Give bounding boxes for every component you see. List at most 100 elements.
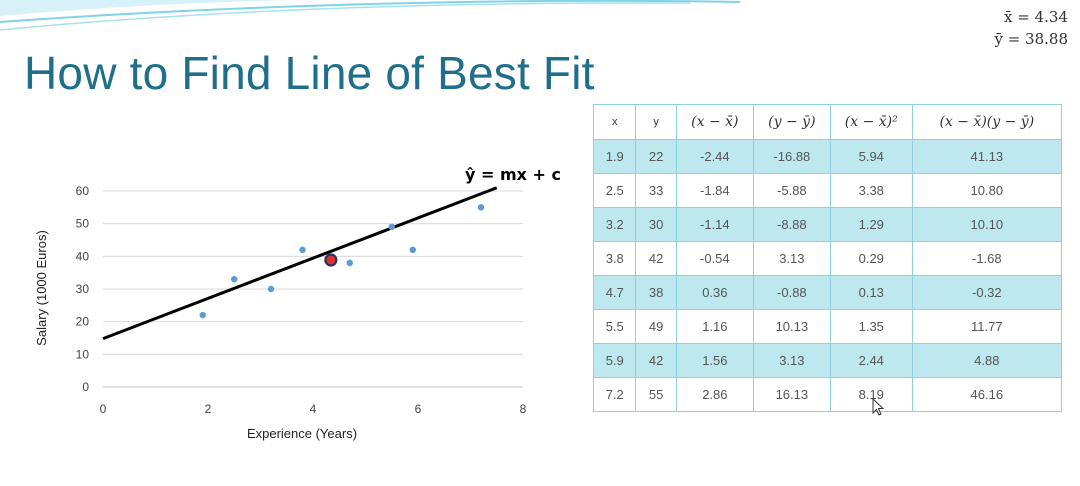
x-mean: x̄ = 4.34 (1004, 8, 1068, 26)
table-cell: 8.19 (829, 377, 913, 412)
mean-point (324, 253, 338, 267)
table-row: 1.9 22 -2.44 -16.88 5.94 41.13 (592, 139, 1063, 174)
y-tick-label: 30 (76, 282, 90, 296)
fit-line-label: ŷ = mx + c (465, 165, 561, 184)
x-tick-labels: 0 2 4 6 8 (100, 402, 527, 416)
table-cell: 7.2 (592, 377, 637, 412)
data-point (388, 223, 395, 231)
y-tick-label: 50 (76, 217, 90, 231)
table-cell: -5.88 (752, 173, 831, 208)
table-cell: 38 (635, 275, 677, 310)
table-cell: -1.68 (911, 241, 1063, 276)
y-tick-label: 10 (76, 347, 90, 361)
data-point (346, 259, 353, 267)
data-point (267, 285, 275, 293)
table-cell: 2.44 (829, 343, 913, 378)
data-point (231, 276, 238, 283)
table-cell: 4.7 (592, 275, 637, 310)
table-row: 3.8 42 -0.54 3.13 0.29 -1.68 (592, 241, 1063, 276)
table-header-row: x y (x − x̄) (y − ȳ) (x − x̄)² (x − x̄)(y − ȳ… (592, 104, 1063, 140)
table-cell: 10.13 (752, 309, 831, 344)
table-cell: 10.10 (911, 207, 1063, 242)
table-body: 1.9 22 -2.44 -16.88 5.94 41.13 2.5 33 -1.84 -5.88… (592, 139, 1063, 412)
table-cell: 1.29 (829, 207, 913, 242)
best-fit-line (102, 186, 498, 341)
table-cell: 3.38 (829, 173, 913, 208)
table-cell: 42 (635, 343, 677, 378)
column-header: y (635, 104, 677, 140)
table-cell: -0.32 (911, 275, 1063, 310)
table-cell: 41.13 (911, 139, 1063, 174)
y-tick-label: 0 (82, 380, 89, 394)
table-cell: 4.88 (911, 343, 1063, 378)
y-tick-label: 40 (76, 249, 90, 263)
table-cell: -1.14 (675, 207, 754, 242)
table-cell: -8.88 (752, 207, 831, 242)
table-cell: 1.9 (592, 139, 637, 174)
calculation-table: x y (x − x̄) (y − ȳ) (x − x̄)² (x − x̄)(y − ȳ… (592, 104, 1063, 412)
data-point (199, 311, 206, 319)
table-row: 2.5 33 -1.84 -5.88 3.38 10.80 (592, 173, 1063, 208)
table-cell: 33 (635, 173, 677, 208)
data-point (477, 204, 485, 211)
mouse-cursor-icon (872, 398, 885, 416)
table-cell: 30 (635, 207, 677, 242)
table-cell: 5.9 (592, 343, 637, 378)
table-cell: 3.13 (752, 343, 831, 378)
table-row: 3.2 30 -1.14 -8.88 1.29 10.10 (592, 207, 1063, 242)
table-cell: 5.94 (829, 139, 913, 174)
table-row: 5.5 49 1.16 10.13 1.35 11.77 (592, 309, 1063, 344)
table-cell: -0.54 (675, 241, 754, 276)
page-title: How to Find Line of Best Fit (24, 47, 595, 99)
table-cell: 55 (635, 377, 677, 412)
x-tick-label: 6 (415, 402, 422, 416)
y-tick-label: 20 (76, 315, 90, 329)
column-header: (y − ȳ) (752, 104, 831, 140)
table-cell: -1.84 (675, 173, 754, 208)
table-cell: 1.16 (675, 309, 754, 344)
table-cell: 10.80 (911, 173, 1063, 208)
y-tick-label: 60 (76, 184, 90, 198)
table-cell: -2.44 (675, 139, 754, 174)
x-tick-label: 8 (520, 402, 527, 416)
table-cell: 3.2 (592, 207, 637, 242)
table-row: 7.2 55 2.86 16.13 8.19 46.16 (592, 377, 1063, 412)
table-cell: -0.88 (752, 275, 831, 310)
column-header: (x − x̄) (675, 104, 754, 140)
table-cell: 1.56 (675, 343, 754, 378)
y-mean: ȳ = 38.88 (994, 30, 1068, 48)
table-cell: 3.8 (592, 241, 637, 276)
table-cell: 42 (635, 241, 677, 276)
table-cell: 11.77 (911, 309, 1063, 344)
table-cell: 2.5 (592, 173, 637, 208)
table-row: 5.9 42 1.56 3.13 2.44 4.88 (592, 343, 1063, 378)
table-cell: 16.13 (752, 377, 831, 412)
table-cell: 3.13 (752, 241, 831, 276)
scatter-chart: 0 10 20 30 40 50 60 0 2 4 6 8 ŷ = mx + c Experienc… (34, 165, 561, 441)
data-point (299, 246, 306, 253)
mean-values: x̄ = 4.34 ȳ = 38.88 (994, 6, 1068, 50)
x-tick-label: 4 (310, 402, 317, 416)
table-cell: 2.86 (675, 377, 754, 412)
column-header: (x − x̄)(y − ȳ) (911, 104, 1063, 140)
column-header: x (592, 104, 637, 140)
data-points (199, 204, 485, 319)
data-point (409, 246, 416, 253)
table-cell: -16.88 (752, 139, 831, 174)
table-cell: 5.5 (592, 309, 637, 344)
table-cell: 22 (635, 139, 677, 174)
y-axis-label: Salary (1000 Euros) (34, 230, 49, 346)
table-cell: 0.13 (829, 275, 913, 310)
y-tick-labels: 0 10 20 30 40 50 60 (76, 184, 90, 394)
table-cell: 1.35 (829, 309, 913, 344)
table-cell: 0.29 (829, 241, 913, 276)
x-axis-label: Experience (Years) (247, 426, 357, 441)
x-tick-label: 2 (205, 402, 212, 416)
table-cell: 46.16 (911, 377, 1063, 412)
grid-lines (103, 190, 523, 388)
table-cell: 49 (635, 309, 677, 344)
column-header: (x − x̄)² (829, 104, 913, 140)
table-row: 4.7 38 0.36 -0.88 0.13 -0.32 (592, 275, 1063, 310)
table-cell: 0.36 (675, 275, 754, 310)
